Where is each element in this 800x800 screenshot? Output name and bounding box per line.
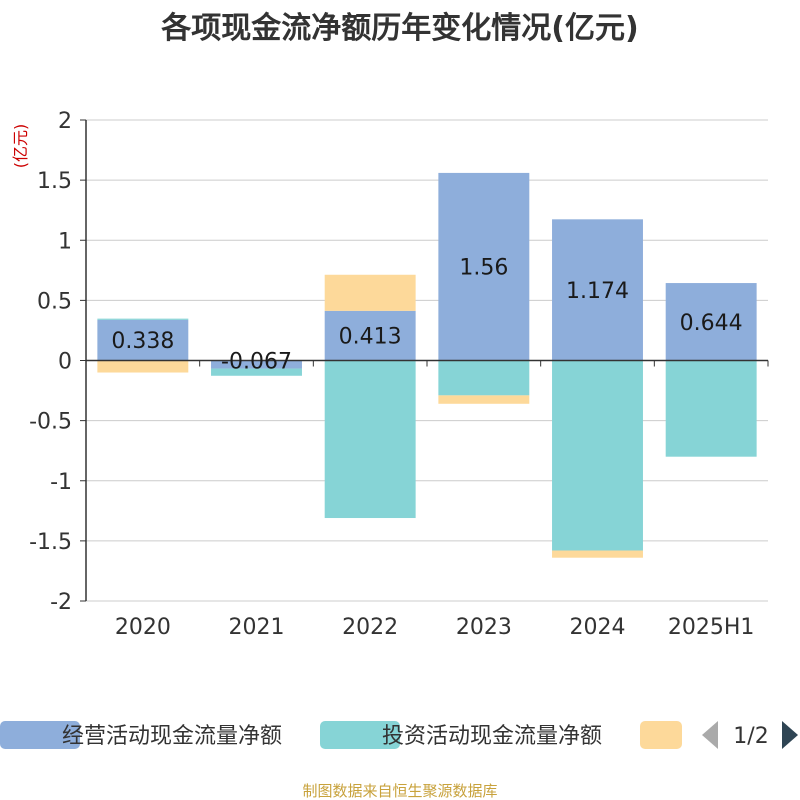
bar-series3-2020 [97, 360, 189, 373]
bar-series3-2024 [552, 550, 643, 558]
bar-series2-2022 [324, 360, 416, 519]
bar-series1-2021 [211, 360, 302, 369]
axes: 2 1.5 1 0.5 0 -0.5 -1 -1.5 -2 2020 2021 2022 2023 202… [29, 109, 769, 640]
bar-series2-2025H1 [665, 360, 757, 457]
legend-page-indicator: 1/2 [733, 724, 768, 749]
y-tick-label: -1.5 [29, 530, 72, 555]
data-label: 0.644 [680, 311, 743, 336]
data-label: -0.067 [221, 350, 292, 375]
data-labels: 0.338 -0.067 0.413 1.56 1.174 0.644 [111, 256, 742, 375]
y-tick-label: 0.5 [37, 289, 72, 314]
bar-series1-2024 [552, 219, 643, 361]
y-tick-label: 1.5 [37, 169, 72, 194]
data-label: 0.338 [111, 329, 174, 354]
bar-series2-2020 [97, 318, 189, 320]
y-tick-label: 0 [58, 350, 72, 375]
data-label: 1.174 [566, 279, 629, 304]
source-note: 制图数据来自恒生聚源数据库 [302, 782, 497, 800]
legend-swatch-1[interactable] [0, 721, 80, 749]
y-tick-label: 2 [58, 109, 72, 134]
y-tick-label: -1 [50, 470, 72, 495]
x-tick-label: 2021 [229, 615, 285, 640]
chart-title: 各项现金流净额历年变化情况(亿元) [160, 11, 638, 46]
x-tick-label: 2024 [570, 615, 626, 640]
legend-swatch-3[interactable] [640, 721, 682, 749]
bar-series3-2022 [324, 274, 416, 311]
bars [97, 172, 757, 558]
legend-next-page-icon[interactable] [782, 721, 798, 749]
bar-series1-2022 [324, 310, 416, 361]
bar-series2-2021 [211, 368, 302, 376]
bar-series2-2023 [438, 360, 530, 396]
bar-series3-2023 [438, 395, 530, 404]
y-tick-label: 1 [58, 229, 72, 254]
data-label: 0.413 [339, 325, 402, 350]
bar-series1-2020 [97, 319, 189, 361]
x-tick-label: 2020 [115, 615, 171, 640]
legend-label-1[interactable]: 经营活动现金流量净额 [62, 724, 282, 749]
x-tick-label: 2023 [456, 615, 512, 640]
legend-swatch-2[interactable] [320, 721, 400, 749]
x-tick-label: 2025H1 [668, 615, 755, 640]
bar-series1-2025H1 [665, 283, 757, 361]
y-tick-label: -2 [50, 590, 72, 615]
data-label: 1.56 [459, 256, 508, 281]
bar-series1-2023 [438, 172, 530, 361]
legend-prev-page-icon[interactable] [702, 721, 718, 749]
legend: 经营活动现金流量净额 投资活动现金流量净额 1/2 [0, 721, 798, 749]
y-tick-label: -0.5 [29, 410, 72, 435]
y-axis-unit: (亿元) [11, 124, 30, 169]
legend-label-2[interactable]: 投资活动现金流量净额 [382, 724, 602, 749]
x-tick-label: 2022 [342, 615, 398, 640]
bar-series2-2024 [552, 360, 643, 551]
